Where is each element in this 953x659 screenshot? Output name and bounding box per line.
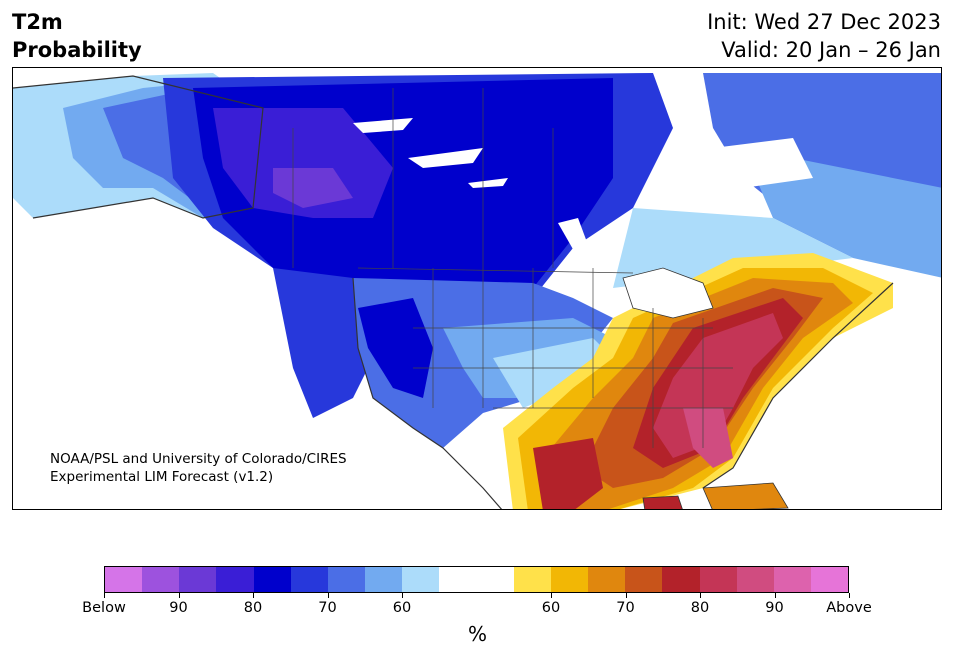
colorbar-tick-mark	[774, 593, 776, 598]
region-southeast-crimson	[653, 313, 783, 458]
colorbar-swatch	[736, 567, 774, 592]
title-line2: Probability	[12, 38, 142, 62]
colorbar-tick-label: Below	[82, 600, 126, 616]
colorbar-swatch	[105, 567, 143, 592]
coastline-west	[352, 277, 503, 509]
colorbar-tick-label: Above	[826, 600, 872, 616]
cuba-island	[702, 482, 789, 509]
colorbar-swatch	[550, 567, 589, 592]
great-lakes	[622, 267, 714, 319]
colorbar-swatch	[327, 567, 366, 592]
colorbar-swatch	[476, 567, 514, 592]
colorbar-swatch	[402, 567, 440, 592]
lake-great-slave	[408, 148, 483, 168]
colorbar-tick-mark	[551, 593, 552, 598]
colorbar-tick-mark	[849, 593, 850, 598]
valid-range: Valid: 20 Jan – 26 Jan	[721, 38, 941, 62]
yucatan-area	[642, 495, 683, 509]
forecast-map: NOAA/PSL and University of Colorado/CIRE…	[12, 67, 942, 510]
colorbar-tick-label: 60	[541, 600, 561, 616]
colorbar-swatch	[290, 567, 328, 592]
colorbar-swatch	[216, 567, 254, 592]
colorbar-swatch	[662, 567, 700, 592]
lake-athabasca	[468, 178, 508, 188]
colorbar-tick-label: 90	[169, 600, 188, 616]
credit-line2: Experimental LIM Forecast (v1.2)	[50, 469, 274, 485]
region-plains-light	[493, 338, 613, 408]
colorbar-swatch	[810, 567, 849, 592]
lake-winnipeg	[558, 218, 591, 258]
colorbar-unit: %	[468, 622, 488, 646]
political-borders	[292, 88, 733, 448]
colorbar-tick-mark	[178, 593, 180, 598]
credit-line1: NOAA/PSL and University of Colorado/CIRE…	[50, 451, 347, 467]
colorbar-swatch	[625, 567, 663, 592]
colorbar-tick-mark	[625, 593, 627, 598]
region-mexico-red	[533, 438, 603, 509]
colorbar-swatch	[513, 567, 551, 592]
colorbar-swatch	[588, 567, 626, 592]
coastline-alaska	[13, 75, 264, 219]
region-quebec-light	[613, 208, 853, 288]
colorbar-swatch	[365, 567, 403, 592]
colorbar-tick-mark	[700, 593, 701, 598]
colorbar-swatch	[699, 567, 737, 592]
colorbar-swatch	[439, 567, 477, 592]
colorbar-swatch	[142, 567, 180, 592]
region-florida-pink	[683, 408, 733, 468]
map-title: T2m Probability	[12, 8, 142, 64]
colorbar-tick-mark	[327, 593, 329, 598]
colorbar-tick-label: 70	[616, 600, 635, 616]
credit-text: NOAA/PSL and University of Colorado/CIRE…	[50, 450, 347, 486]
colorbar-tick-mark	[104, 593, 105, 598]
lake-great-bear	[353, 118, 413, 133]
date-info: Init: Wed 27 Dec 2023 Valid: 20 Jan – 26…	[707, 8, 941, 64]
map-svg	[13, 68, 941, 509]
colorbar-tick-label: 80	[690, 600, 710, 616]
colorbar-tick-mark	[253, 593, 254, 598]
colorbar-tick-label: 70	[318, 600, 337, 616]
coastline-east	[702, 282, 894, 489]
colorbar-tick-label: 90	[765, 600, 784, 616]
init-date: Init: Wed 27 Dec 2023	[707, 10, 941, 34]
colorbar-swatch	[253, 567, 291, 592]
colorbar-tick-label: 60	[392, 600, 412, 616]
colorbar-swatch	[179, 567, 217, 592]
region-california-deep	[358, 298, 433, 398]
colorbar	[104, 566, 849, 593]
colorbar-swatch	[773, 567, 811, 592]
title-line1: T2m	[12, 10, 63, 34]
colorbar-tick-mark	[402, 593, 403, 598]
colorbar-tick-label: 80	[243, 600, 263, 616]
hudson-bay-area	[713, 138, 813, 188]
